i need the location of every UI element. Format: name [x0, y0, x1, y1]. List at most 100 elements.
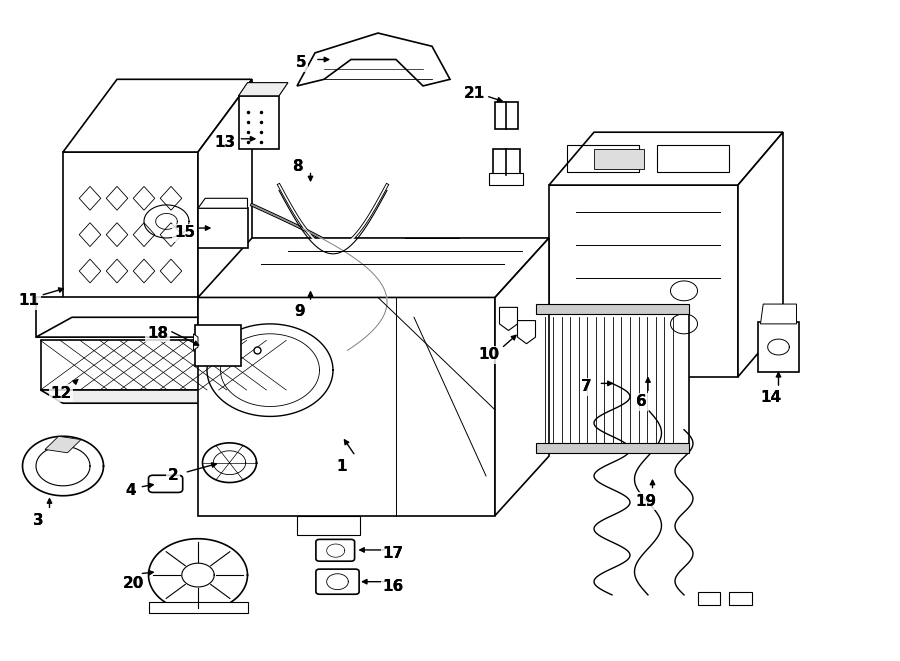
Text: 5: 5	[296, 56, 307, 70]
Text: 4: 4	[125, 483, 136, 498]
FancyBboxPatch shape	[238, 96, 279, 149]
Text: 1: 1	[337, 459, 347, 473]
Text: 8: 8	[292, 159, 302, 174]
Text: 21: 21	[464, 87, 485, 101]
FancyBboxPatch shape	[594, 149, 644, 169]
Text: 16: 16	[382, 579, 404, 594]
Text: 18: 18	[147, 326, 168, 340]
FancyBboxPatch shape	[729, 592, 751, 605]
Text: 6: 6	[636, 395, 647, 409]
Polygon shape	[238, 83, 288, 96]
Text: 2: 2	[167, 469, 178, 483]
Text: 3: 3	[33, 513, 44, 527]
Text: 10: 10	[478, 348, 500, 362]
Polygon shape	[63, 152, 198, 317]
FancyBboxPatch shape	[698, 592, 720, 605]
Text: 14: 14	[760, 391, 782, 405]
FancyBboxPatch shape	[536, 443, 688, 453]
Text: 20: 20	[122, 576, 144, 590]
Polygon shape	[518, 321, 536, 344]
Polygon shape	[500, 307, 518, 330]
Text: 3: 3	[33, 513, 44, 527]
FancyBboxPatch shape	[489, 173, 523, 185]
Text: 9: 9	[294, 305, 305, 319]
Text: 16: 16	[382, 579, 404, 594]
Text: 11: 11	[18, 293, 40, 308]
Text: 15: 15	[174, 225, 195, 240]
Text: 12: 12	[50, 386, 72, 401]
Polygon shape	[198, 238, 549, 297]
FancyBboxPatch shape	[195, 325, 241, 366]
FancyBboxPatch shape	[495, 102, 518, 129]
Text: 19: 19	[635, 494, 657, 508]
Text: 11: 11	[18, 293, 40, 308]
Text: 13: 13	[214, 136, 236, 150]
Text: 15: 15	[174, 225, 195, 240]
Text: 7: 7	[581, 379, 592, 394]
FancyBboxPatch shape	[536, 311, 688, 449]
Polygon shape	[297, 516, 360, 535]
Text: 3: 3	[33, 513, 44, 527]
Polygon shape	[549, 132, 783, 185]
Text: 4: 4	[125, 483, 136, 498]
Polygon shape	[198, 198, 248, 208]
Polygon shape	[40, 390, 248, 403]
Polygon shape	[36, 297, 198, 337]
Text: 18: 18	[147, 326, 168, 340]
Text: 8: 8	[292, 159, 302, 174]
Polygon shape	[45, 436, 81, 453]
Text: 21: 21	[464, 87, 485, 101]
Text: 18: 18	[147, 326, 168, 340]
Text: 17: 17	[382, 547, 404, 561]
Polygon shape	[760, 304, 796, 324]
FancyBboxPatch shape	[198, 208, 248, 248]
Text: 17: 17	[382, 547, 404, 561]
Text: 12: 12	[50, 386, 72, 401]
Polygon shape	[198, 297, 495, 516]
Text: 20: 20	[122, 576, 144, 590]
Text: 5: 5	[296, 56, 307, 70]
Text: 8: 8	[292, 159, 302, 174]
Text: 6: 6	[636, 395, 647, 409]
Polygon shape	[194, 334, 198, 350]
Text: 21: 21	[464, 87, 485, 101]
Polygon shape	[36, 317, 198, 337]
FancyBboxPatch shape	[148, 602, 248, 613]
Text: 14: 14	[760, 391, 782, 405]
Polygon shape	[297, 33, 450, 86]
Text: 16: 16	[382, 579, 404, 594]
Text: 15: 15	[174, 225, 195, 240]
Text: 4: 4	[125, 483, 136, 498]
Text: 9: 9	[294, 305, 305, 319]
Text: 10: 10	[478, 348, 500, 362]
Text: 2: 2	[167, 469, 178, 483]
Text: 5: 5	[296, 56, 307, 70]
Polygon shape	[495, 238, 549, 516]
FancyBboxPatch shape	[536, 304, 688, 314]
FancyBboxPatch shape	[316, 539, 355, 561]
Polygon shape	[738, 132, 783, 377]
Text: 13: 13	[214, 136, 236, 150]
Text: 7: 7	[581, 379, 592, 394]
Text: 20: 20	[122, 576, 144, 590]
Polygon shape	[63, 79, 252, 152]
FancyBboxPatch shape	[40, 340, 230, 390]
Text: 7: 7	[581, 379, 592, 394]
Text: 19: 19	[635, 494, 657, 508]
Text: 1: 1	[337, 459, 347, 473]
FancyBboxPatch shape	[758, 322, 799, 372]
FancyBboxPatch shape	[316, 569, 359, 594]
Text: 11: 11	[18, 293, 40, 308]
Text: 17: 17	[382, 547, 404, 561]
Text: 19: 19	[635, 494, 657, 508]
Polygon shape	[198, 79, 252, 317]
Text: 2: 2	[167, 469, 178, 483]
FancyBboxPatch shape	[148, 475, 183, 492]
Text: 12: 12	[50, 386, 72, 401]
Text: 13: 13	[214, 136, 236, 150]
Text: 10: 10	[478, 348, 500, 362]
Text: 9: 9	[294, 305, 305, 319]
Polygon shape	[549, 185, 738, 377]
Text: 6: 6	[636, 395, 647, 409]
Text: 14: 14	[760, 391, 782, 405]
